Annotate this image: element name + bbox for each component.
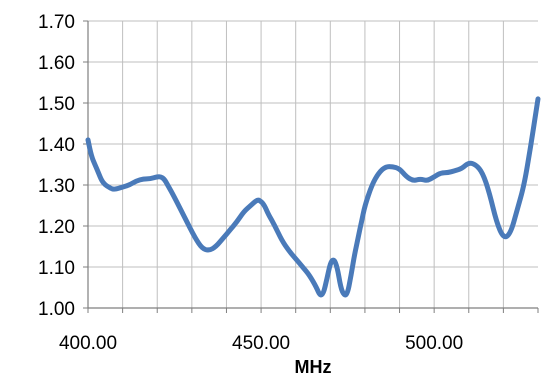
axes [87, 21, 538, 309]
series-line [85, 96, 541, 298]
y-tick-label: 1.00 [38, 299, 75, 320]
series-group [85, 96, 541, 298]
x-tick-label: 400.00 [59, 333, 117, 354]
x-axis-ticks: 400.00 450.00 500.00 [59, 308, 539, 354]
y-tick-label: 1.40 [38, 135, 75, 156]
y-tick-label: 1.30 [38, 176, 75, 197]
y-tick-label: 1.60 [38, 53, 75, 74]
y-tick-label: 1.50 [38, 94, 75, 115]
y-tick-label: 1.10 [38, 258, 75, 279]
y-tick-label: 1.20 [38, 217, 75, 238]
gridlines [88, 20, 538, 308]
x-tick-label: 500.00 [405, 333, 463, 354]
x-axis-title: MHz [295, 357, 332, 377]
y-axis-ticks: 1.00 1.10 1.20 1.30 1.40 1.50 1.60 1.70 [38, 12, 88, 320]
y-tick-label: 1.70 [38, 12, 75, 33]
x-tick-label: 450.00 [232, 333, 290, 354]
